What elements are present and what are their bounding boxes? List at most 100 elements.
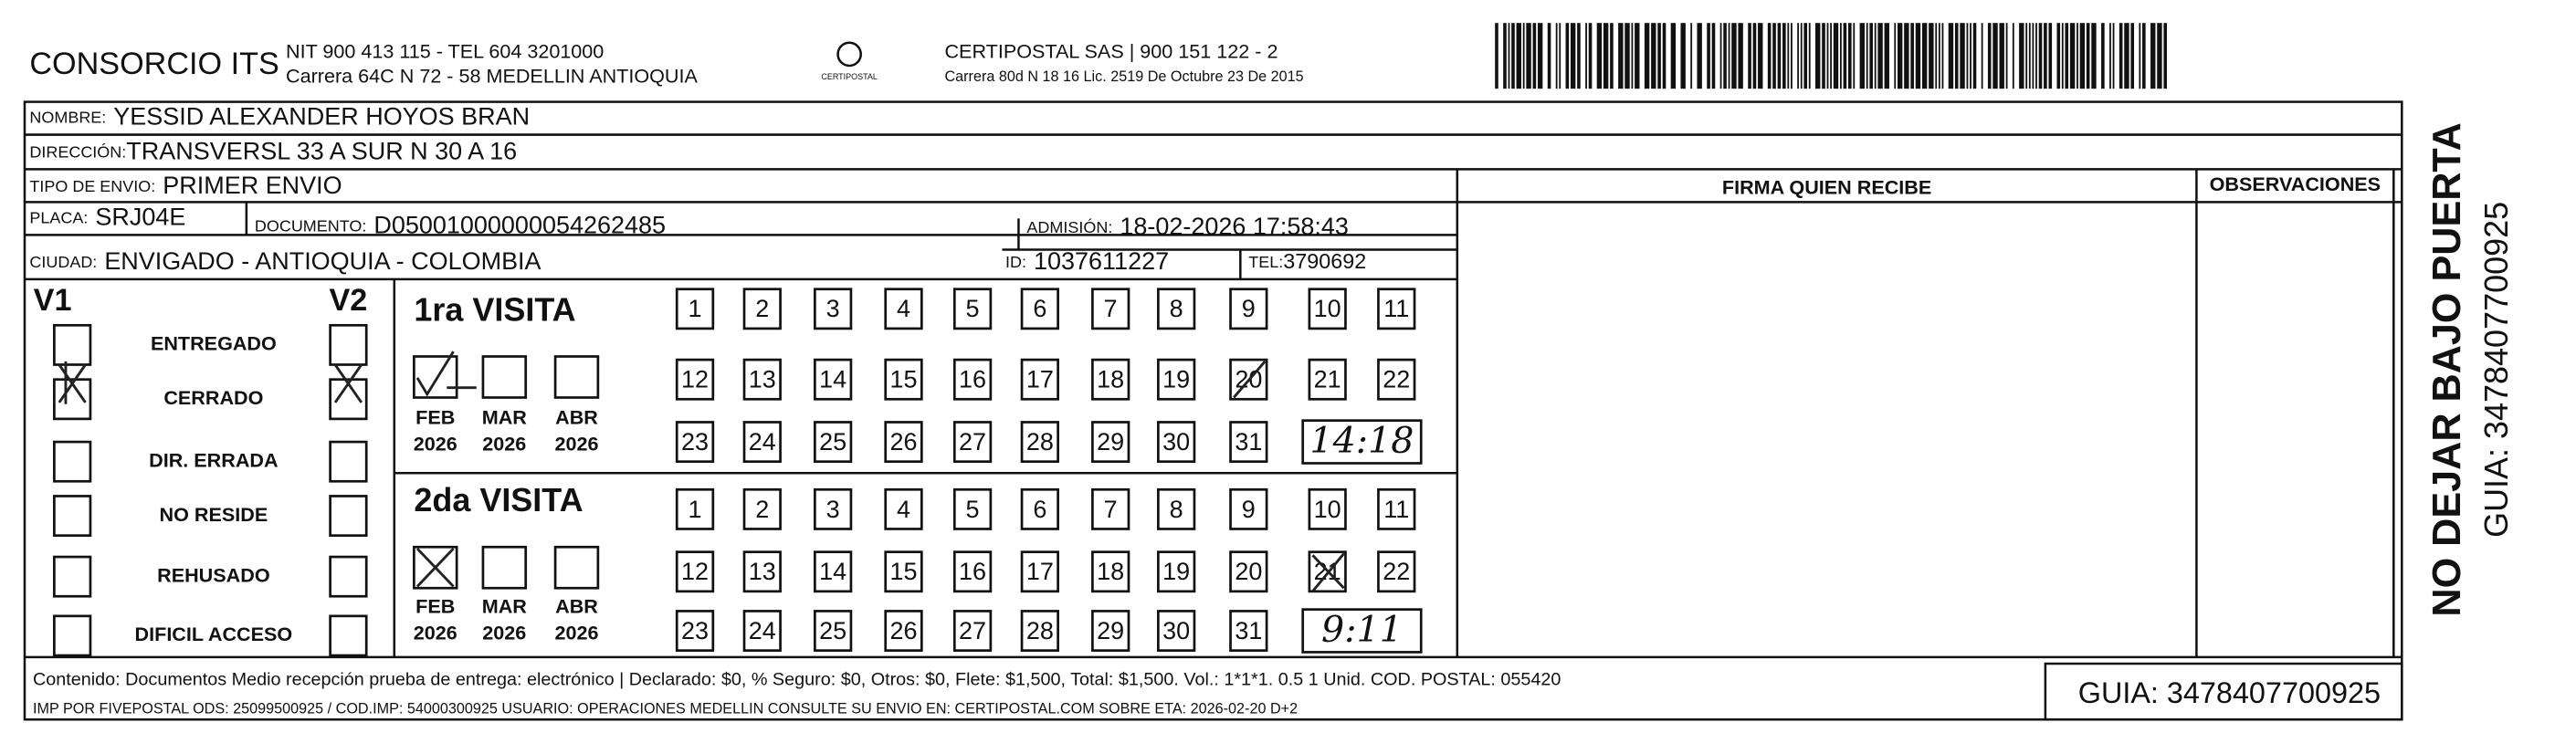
time-box (1301, 419, 1423, 465)
barcode-bar (1866, 23, 1868, 89)
observations-header: OBSERVACIONES (2210, 173, 2381, 195)
day-box (1377, 487, 1416, 530)
day: 27 (959, 617, 986, 644)
status-option: NO RESIDE (160, 503, 268, 526)
day-box (884, 288, 923, 330)
day: 8 (1170, 295, 1183, 322)
barcode-bar (1565, 23, 1570, 89)
month: FEB (415, 595, 455, 618)
day-box (1157, 358, 1196, 401)
status-option: DIR. ERRADA (149, 448, 279, 471)
barcode-bar (2035, 23, 2037, 89)
day-box (742, 358, 782, 401)
name-label: NOMBRE: (29, 108, 106, 126)
day-box (1020, 610, 1059, 652)
day: 29 (1097, 617, 1124, 644)
name: YESSID ALEXANDER HOYOS BRAN (113, 103, 530, 131)
barcode-bar (1826, 23, 1829, 89)
month: FEB (415, 406, 455, 429)
barcode-bar (1526, 23, 1531, 89)
barcode-bar (1894, 23, 1897, 89)
day-box (884, 487, 923, 530)
day-box (1157, 421, 1196, 464)
barcode-bar (1624, 23, 1630, 89)
barcode-bar (1910, 23, 1914, 89)
day-box (1157, 487, 1196, 530)
status-option: REHUSADO (157, 563, 269, 586)
day-box (1157, 550, 1196, 593)
day-box (1091, 610, 1130, 652)
day-box (742, 421, 782, 464)
year: 2026 (414, 621, 457, 644)
id-label: ID: (1005, 253, 1026, 271)
year: 2026 (414, 432, 457, 455)
barcode-bar (1987, 23, 1992, 89)
plate: SRJ04E (95, 203, 185, 230)
month-checkbox (481, 545, 528, 590)
handwritten-marks (58, 351, 1345, 592)
barcode-bar (1516, 23, 1521, 89)
barcode (1495, 23, 2168, 89)
barcode-bar (1495, 23, 1498, 89)
barcode-bar (1537, 23, 1543, 89)
barcode-bar (1941, 23, 1944, 89)
barcode-bar (1830, 23, 1833, 89)
day: 28 (1026, 617, 1054, 644)
day: 10 (1314, 295, 1341, 322)
day: 23 (681, 617, 709, 644)
day: 15 (890, 366, 918, 393)
barcode-bar (2119, 23, 2123, 89)
day: 24 (749, 617, 776, 644)
day: 19 (1162, 558, 1190, 585)
barcode-bar (2109, 23, 2111, 89)
barcode-bar (1603, 23, 1609, 89)
day-box (742, 610, 782, 652)
barcode-bar (1570, 23, 1576, 89)
day-box (952, 550, 993, 593)
barcode-bar (1596, 23, 1603, 89)
day: 31 (1235, 617, 1262, 644)
barcode-bar (1935, 23, 1938, 89)
barcode-bar (1884, 23, 1889, 89)
day-box (675, 421, 715, 464)
day: 31 (1235, 428, 1262, 456)
barcode-bar (2028, 23, 2031, 89)
day: 7 (1104, 295, 1118, 322)
month-checkbox (413, 355, 458, 399)
svg-text:DIRECCIÓN:TRANSVERSL 33 A SUR: DIRECCIÓN:TRANSVERSL 33 A SUR N 30 A 16 (29, 137, 517, 164)
svg-text:DOCUMENTO: D05001000000054262: DOCUMENTO: D05001000000054262485 (255, 211, 666, 240)
barcode-bar (1532, 23, 1537, 89)
day-box (952, 610, 993, 652)
time-box (1301, 608, 1423, 654)
day: 16 (959, 366, 986, 393)
visit-time: 14:18 (1309, 420, 1414, 462)
day: 7 (1104, 496, 1118, 523)
barcode-bar (2048, 23, 2053, 89)
nit: NIT 900 413 115 - TEL 604 3201000 (286, 39, 604, 62)
barcode-bar (2124, 23, 2129, 89)
address: TRANSVERSL 33 A SUR N 30 A 16 (126, 137, 517, 164)
city-label: CIUDAD: (29, 253, 97, 271)
day-box (814, 358, 853, 401)
month-checkbox (553, 545, 600, 590)
day-box (1020, 550, 1059, 593)
day: 1 (689, 496, 702, 523)
barcode-bar (1948, 23, 1954, 89)
barcode-bar (1697, 23, 1702, 89)
day: 18 (1097, 366, 1124, 393)
day: 30 (1162, 428, 1190, 456)
admission-label: ADMISIÓN: (1026, 217, 1112, 236)
day: 13 (749, 558, 776, 585)
v1-header: V1 (34, 283, 72, 318)
barcode-bar (1803, 23, 1808, 89)
day-box (1229, 421, 1268, 464)
day-box (952, 288, 993, 330)
barcode-bar (2025, 23, 2028, 89)
barcode-bar (1847, 23, 1852, 89)
plate-label: PLACA: (29, 208, 88, 226)
barcode-bar (2163, 23, 2168, 89)
day-box (1229, 550, 1268, 593)
svg-text:PLACA: SRJ04E: PLACA: SRJ04E (29, 203, 185, 232)
barcode-bar (1972, 23, 1977, 89)
